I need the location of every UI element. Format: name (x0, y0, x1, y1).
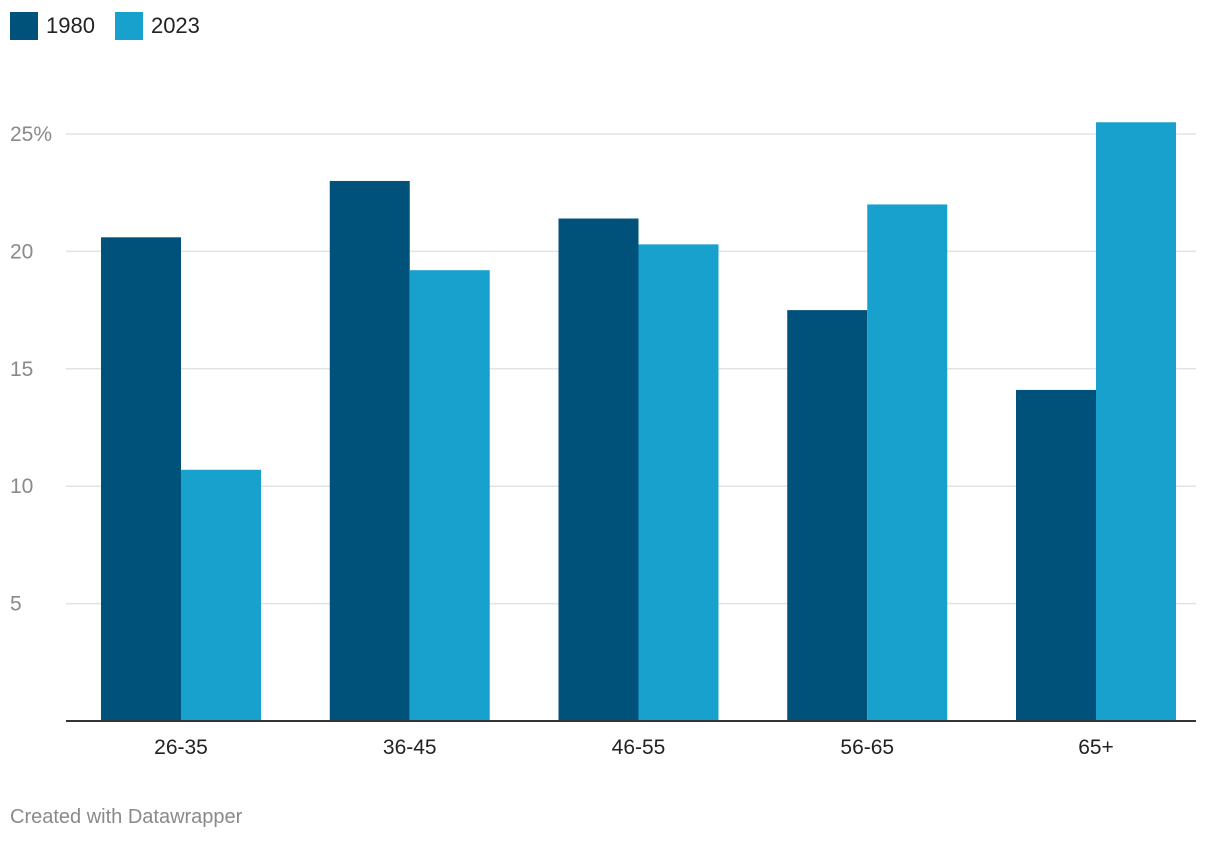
legend-label-2023: 2023 (150, 13, 200, 38)
bar-2023-46-55 (638, 244, 719, 721)
y-tick-label: 20 (10, 240, 33, 263)
bars (101, 122, 1176, 721)
y-axis-ticks: 5 10 15 20 25% (10, 123, 52, 616)
bar-2023-65+ (1096, 122, 1176, 721)
x-tick-label-56-65: 56-65 (840, 736, 894, 759)
footer-credit: Created with Datawrapper (10, 806, 243, 828)
legend-label-1980: 1980 (46, 13, 95, 38)
x-tick-label-36-45: 36-45 (383, 736, 437, 759)
bar-1980-65+ (1016, 389, 1096, 721)
legend-item-1980: 1980 (10, 12, 95, 40)
x-tick-label-46-55: 46-55 (612, 736, 666, 759)
x-tick-label-65+: 65+ (1078, 736, 1114, 759)
y-tick-label: 10 (10, 475, 33, 498)
bar-2023-36-45 (409, 270, 490, 721)
bar-2023-26-35 (181, 469, 261, 721)
legend-swatch-1980 (10, 12, 38, 40)
bar-1980-46-55 (558, 218, 639, 721)
legend-swatch-2023 (114, 12, 143, 40)
bar-1980-36-45 (329, 180, 410, 721)
y-tick-label: 15 (10, 358, 33, 381)
x-axis-labels: 26-35 36-45 46-55 56-65 65+ (154, 736, 1114, 759)
x-tick-label-26-35: 26-35 (154, 736, 208, 759)
bar-2023-56-65 (867, 204, 948, 721)
bar-1980-56-65 (787, 310, 868, 721)
legend-item-2023: 2023 (114, 12, 200, 40)
y-tick-label: 5 (10, 593, 22, 616)
legend: 1980 2023 (10, 12, 200, 40)
y-tick-label: 25% (10, 123, 52, 146)
bar-1980-26-35 (101, 237, 181, 721)
